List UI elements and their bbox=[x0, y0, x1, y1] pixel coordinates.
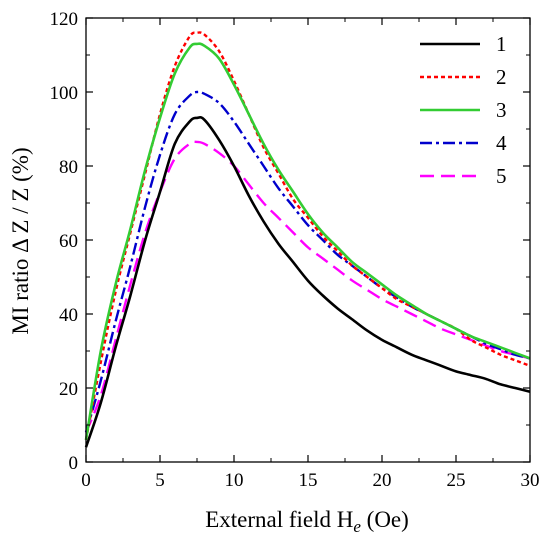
y-tick-label: 40 bbox=[59, 305, 78, 326]
x-tick-label: 5 bbox=[155, 470, 165, 491]
x-axis-title-main: External field H bbox=[205, 507, 353, 532]
y-axis-title: MI ratio Δ Z / Z (%) bbox=[8, 147, 33, 334]
series-line-1 bbox=[84, 116, 531, 448]
y-tick-label: 0 bbox=[69, 453, 79, 474]
x-axis-title: External field He (Oe) bbox=[205, 507, 409, 536]
x-tick-label: 15 bbox=[299, 470, 318, 491]
x-axis-title-subscript: e bbox=[353, 517, 361, 536]
y-tick-label: 80 bbox=[59, 157, 78, 178]
legend-label-5: 5 bbox=[496, 164, 507, 188]
x-tick-label: 0 bbox=[81, 470, 91, 491]
series-line-5 bbox=[84, 140, 531, 433]
series-layer bbox=[84, 31, 531, 448]
legend-label-3: 3 bbox=[496, 98, 507, 122]
y-tick-label: 20 bbox=[59, 379, 78, 400]
legend-label-1: 1 bbox=[496, 32, 507, 56]
x-axis-title-unit: (Oe) bbox=[361, 507, 409, 532]
x-tick-label: 30 bbox=[521, 470, 540, 491]
y-tick-label: 100 bbox=[50, 83, 79, 104]
legend-label-2: 2 bbox=[496, 65, 507, 89]
x-tick-label: 20 bbox=[373, 470, 392, 491]
y-tick-label: 120 bbox=[50, 9, 79, 30]
series-line-2 bbox=[84, 31, 531, 441]
plot-frame bbox=[85, 17, 531, 463]
legend-label-4: 4 bbox=[496, 131, 507, 155]
legend: 1 2 3 4 5 bbox=[420, 32, 507, 188]
y-tick-label: 60 bbox=[59, 231, 78, 252]
x-tick-label: 25 bbox=[447, 470, 466, 491]
x-tick-label: 10 bbox=[225, 470, 244, 491]
series-line-3 bbox=[84, 42, 531, 441]
